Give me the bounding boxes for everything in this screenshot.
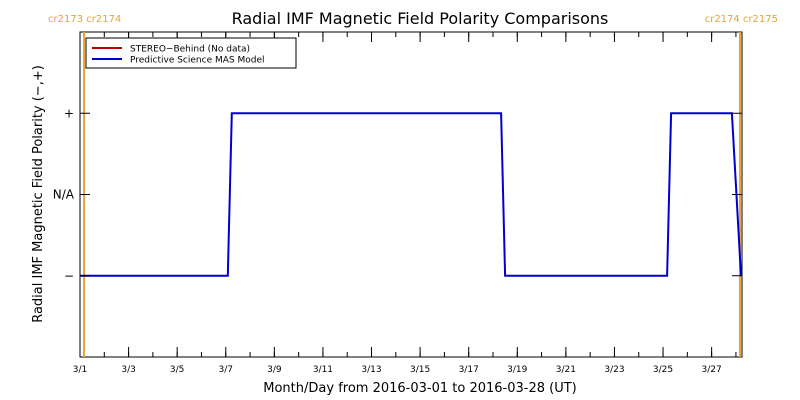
x-tick-label: 3/27 (702, 365, 722, 375)
x-tick-label: 3/11 (313, 365, 333, 375)
x-tick-label: 3/15 (410, 365, 430, 375)
carrington-marker-label: cr2173 cr2174 (48, 14, 121, 25)
x-tick-label: 3/17 (459, 365, 479, 375)
y-axis-label: Radial IMF Magnetic Field Polarity (−,+) (31, 65, 46, 323)
x-tick-label: 3/9 (267, 365, 282, 375)
x-tick-label: 3/3 (121, 365, 135, 375)
x-tick-label: 3/1 (73, 365, 87, 375)
legend-label: STEREO−Behind (No data) (130, 45, 250, 55)
series-line-1 (80, 112, 742, 277)
x-tick-label: 3/21 (556, 365, 576, 375)
y-tick-label: N/A (53, 188, 75, 202)
x-tick-label: 3/7 (219, 365, 233, 375)
x-tick-label: 3/23 (604, 365, 624, 375)
y-tick-label: − (64, 269, 74, 283)
x-tick-label: 3/19 (507, 365, 527, 375)
x-tick-label: 3/13 (361, 365, 381, 375)
x-tick-label: 3/25 (653, 365, 673, 375)
legend-label: Predictive Science MAS Model (130, 56, 265, 66)
x-axis-label: Month/Day from 2016-03-01 to 2016-03-28 … (263, 381, 576, 396)
carrington-marker-label: cr2174 cr2175 (705, 14, 778, 25)
legend-box (85, 37, 297, 69)
plot-frame (79, 31, 743, 358)
y-tick-label: + (64, 106, 74, 120)
chart-title: Radial IMF Magnetic Field Polarity Compa… (232, 9, 609, 28)
x-tick-label: 3/5 (170, 365, 184, 375)
